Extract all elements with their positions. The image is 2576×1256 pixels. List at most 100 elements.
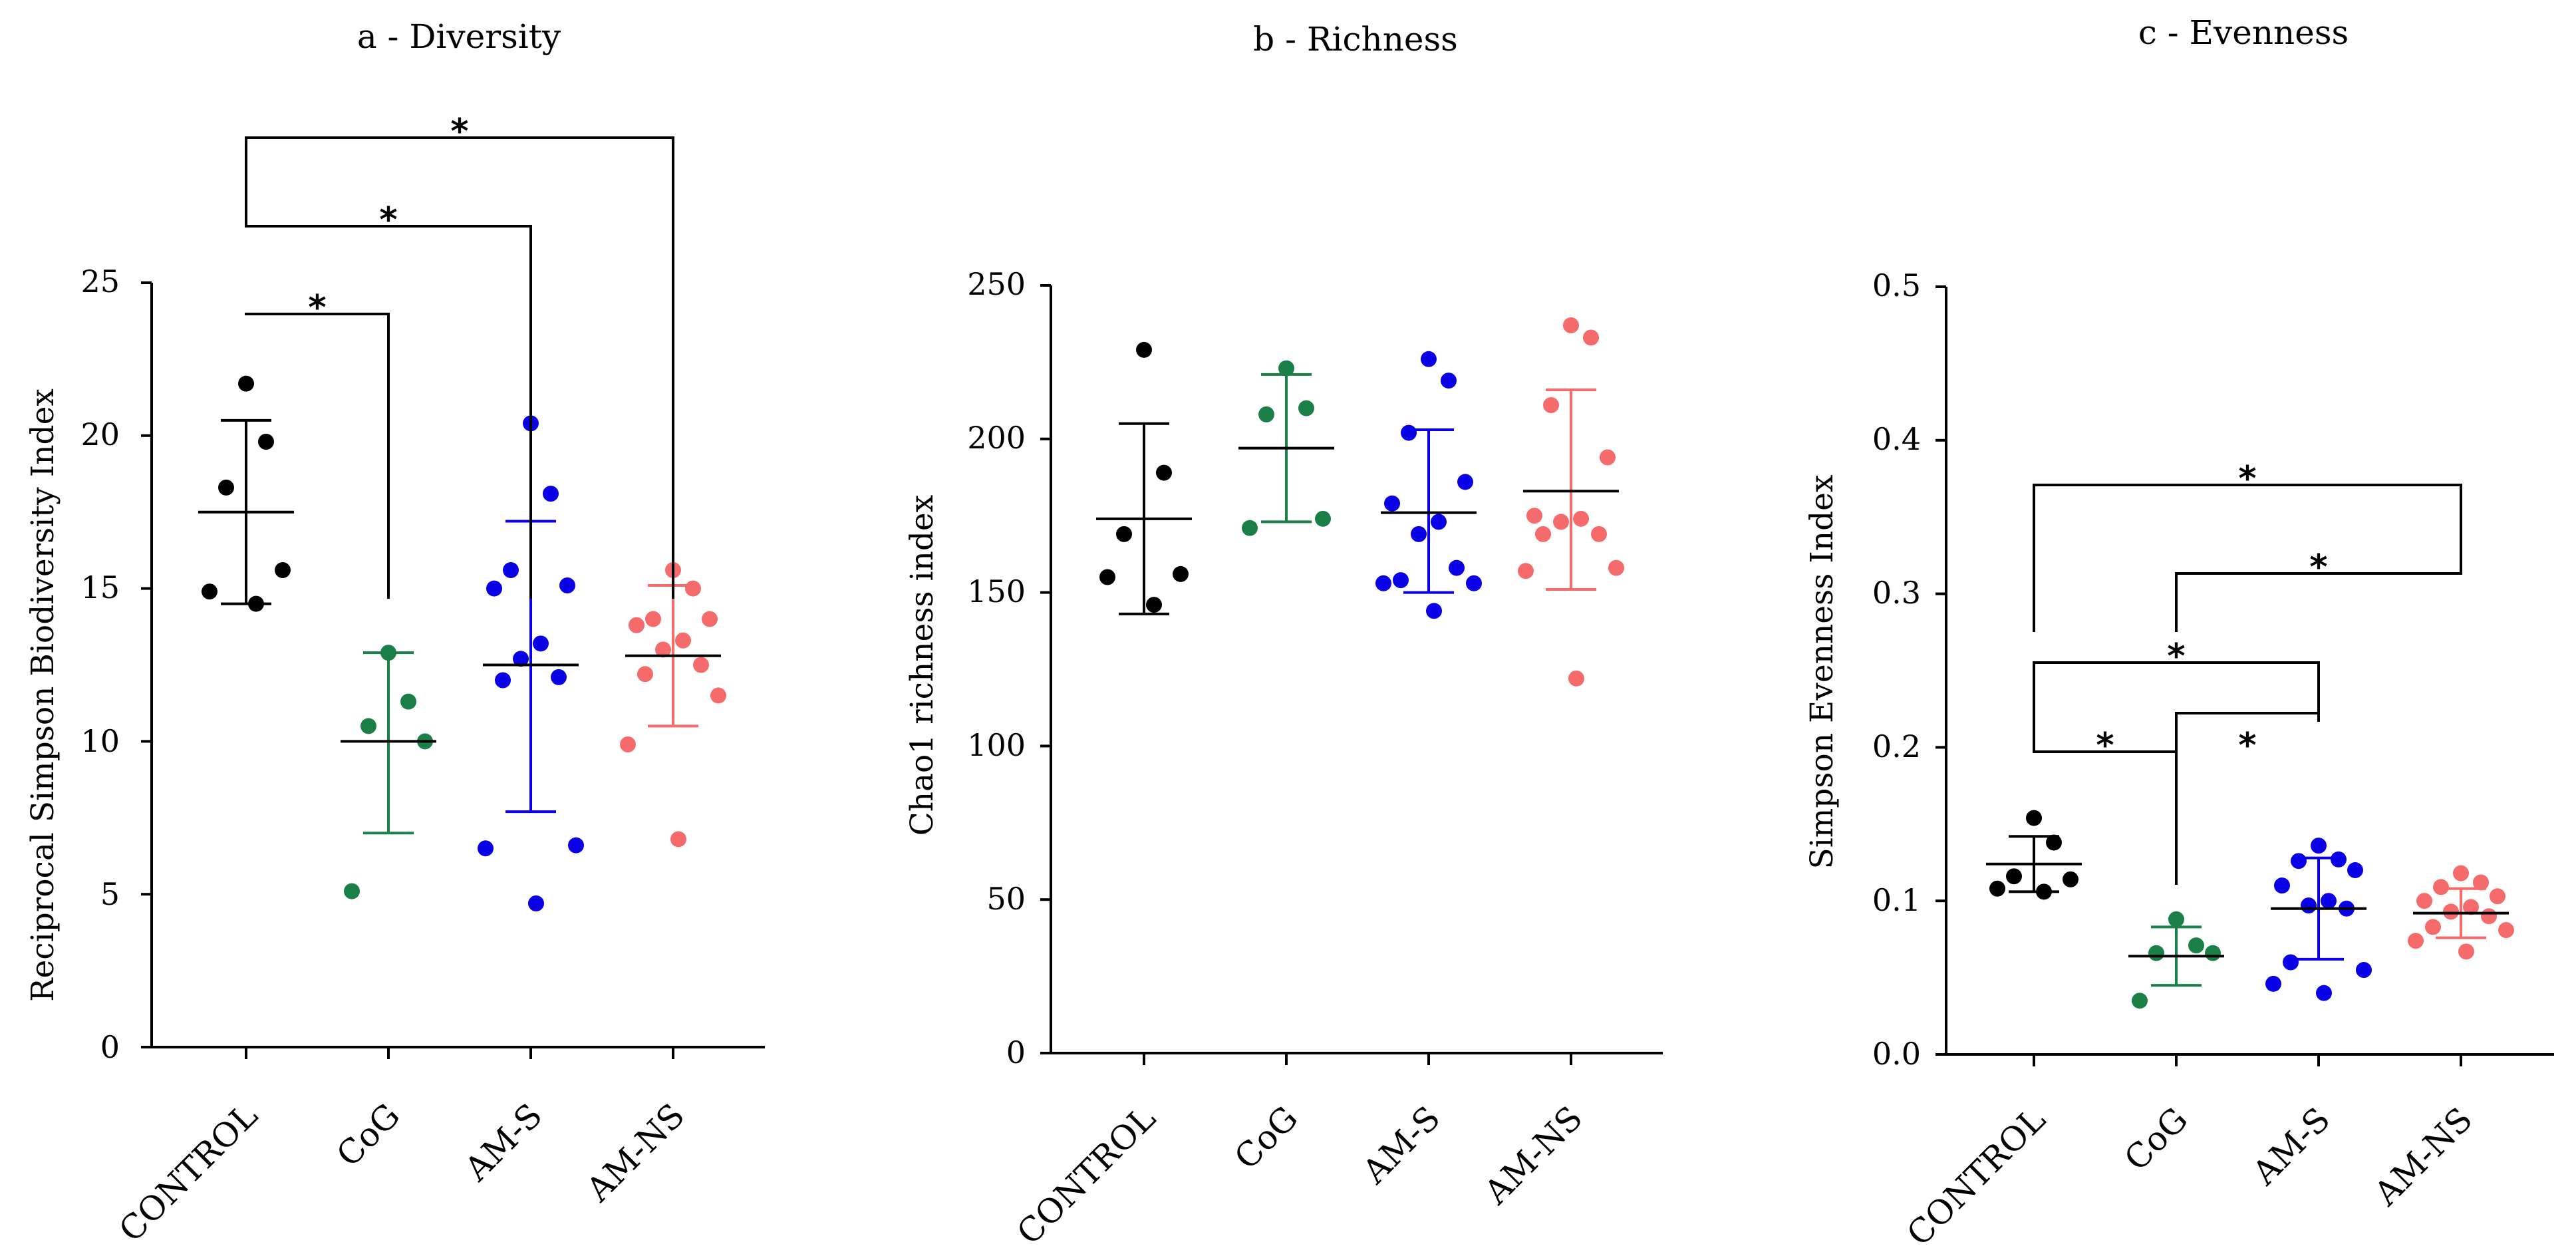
- x-tick-label: AM-S: [2245, 1100, 2338, 1193]
- data-point: [2408, 933, 2424, 949]
- y-tick-label: 5: [100, 876, 120, 912]
- data-point: [1543, 397, 1559, 414]
- data-point: [2301, 897, 2317, 914]
- data-point: [2026, 810, 2042, 826]
- data-point: [2433, 879, 2449, 895]
- data-point: [710, 687, 726, 704]
- data-point: [2265, 975, 2281, 992]
- x-tick-label: CoG: [329, 1096, 408, 1174]
- data-point: [1099, 569, 1115, 585]
- y-tick-labels: 0.0 0.1 0.2 0.3 0.4 0.5: [1872, 267, 1921, 1072]
- x-tick-labels: CONTROL CoG AM-S AM-NS: [1010, 1098, 1590, 1252]
- y-tick-labels: 0 50 100 150 200 250: [967, 266, 1026, 1070]
- x-tick-label: CoG: [1227, 1098, 1306, 1177]
- y-tick-label: 10: [80, 723, 120, 759]
- data-point: [2481, 908, 2497, 925]
- data-point: [1258, 406, 1274, 422]
- significance-bracket: [245, 136, 674, 599]
- data-point: [1535, 526, 1551, 542]
- y-axis-label: Reciprocal Simpson Biodiversity Index: [25, 389, 61, 1002]
- data-point: [2425, 919, 2441, 935]
- data-point: [1315, 510, 1331, 527]
- data-point: [344, 883, 360, 899]
- significance-star: *: [308, 288, 326, 328]
- plot-area: * * * * *: [1935, 285, 2554, 1066]
- significance-star: *: [450, 112, 468, 152]
- y-tick-label: 200: [967, 420, 1026, 456]
- data-point: [1608, 559, 1624, 576]
- data-point: [1136, 341, 1152, 358]
- data-point: [478, 840, 494, 857]
- y-tick-labels: 0 5 10 15 20 25: [80, 263, 120, 1065]
- data-point: [1563, 317, 1579, 334]
- data-point: [685, 580, 701, 597]
- data-point: [1156, 464, 1172, 481]
- data-point: [1591, 526, 1607, 542]
- data-point: [1466, 575, 1482, 591]
- data-point: [1401, 424, 1417, 441]
- x-tick-label: AM-NS: [579, 1096, 692, 1209]
- data-point: [202, 583, 217, 600]
- y-tick-label: 150: [967, 573, 1026, 609]
- y-tick-label: 0.2: [1872, 728, 1921, 764]
- data-point: [670, 831, 686, 848]
- data-point: [1553, 514, 1569, 530]
- data-point: [675, 632, 691, 649]
- data-point: [513, 651, 529, 667]
- y-tick-label: 0: [100, 1029, 120, 1065]
- data-point: [620, 736, 636, 752]
- data-point: [2274, 877, 2290, 894]
- data-point: [1449, 559, 1465, 576]
- data-point: [1298, 400, 1314, 416]
- x-tick-label: CONTROL: [1900, 1100, 2053, 1253]
- x-tick-label: CONTROL: [1010, 1098, 1163, 1252]
- significance-star: *: [379, 200, 397, 240]
- y-tick-label: 0.0: [1872, 1036, 1921, 1072]
- data-point: [1426, 603, 1442, 619]
- data-point: [2205, 945, 2221, 961]
- panel-title: c - Evenness: [2138, 13, 2349, 52]
- data-point: [2473, 874, 2489, 891]
- y-tick-label: 0.5: [1872, 267, 1921, 303]
- data-point: [486, 580, 502, 597]
- data-point: [2148, 945, 2164, 961]
- significance-bracket: [245, 313, 390, 599]
- significance-bracket: [2033, 661, 2320, 722]
- data-point: [528, 895, 544, 911]
- data-point: [360, 718, 376, 734]
- data-point: [2490, 888, 2505, 905]
- data-point: [2443, 903, 2459, 920]
- data-point: [2316, 985, 2332, 1001]
- data-point: [2347, 862, 2363, 879]
- data-point: [1583, 329, 1599, 346]
- significance-bracket: [2175, 546, 2462, 632]
- data-point: [2331, 851, 2347, 867]
- data-point: [2132, 993, 2148, 1009]
- data-point: [2453, 865, 2469, 881]
- significance-bracket: [245, 196, 532, 599]
- y-tick-label: 250: [967, 266, 1026, 302]
- data-point: [1526, 508, 1542, 524]
- data-point: [533, 635, 549, 652]
- y-tick-label: 0.1: [1872, 882, 1921, 918]
- x-tick-label: CONTROL: [112, 1096, 265, 1249]
- data-point: [2188, 937, 2204, 954]
- x-tick-label: AM-S: [457, 1096, 550, 1189]
- data-point: [1441, 373, 1457, 389]
- data-point: [637, 666, 653, 683]
- data-point: [1393, 572, 1409, 589]
- data-point: [1146, 597, 1162, 613]
- data-point: [218, 479, 234, 496]
- data-point: [1431, 514, 1447, 530]
- panel-evenness: c - Evenness Simpson Evenness Index 0.0 …: [1804, 13, 2554, 1253]
- data-point: [238, 375, 254, 392]
- y-tick-label: 0.4: [1872, 421, 1921, 457]
- data-point: [1600, 449, 1616, 466]
- data-point: [1384, 495, 1400, 512]
- data-point: [568, 837, 584, 854]
- data-point: [1173, 565, 1189, 582]
- data-point: [2356, 962, 2372, 979]
- y-tick-label: 20: [80, 416, 120, 452]
- panel-title: a - Diversity: [357, 17, 561, 56]
